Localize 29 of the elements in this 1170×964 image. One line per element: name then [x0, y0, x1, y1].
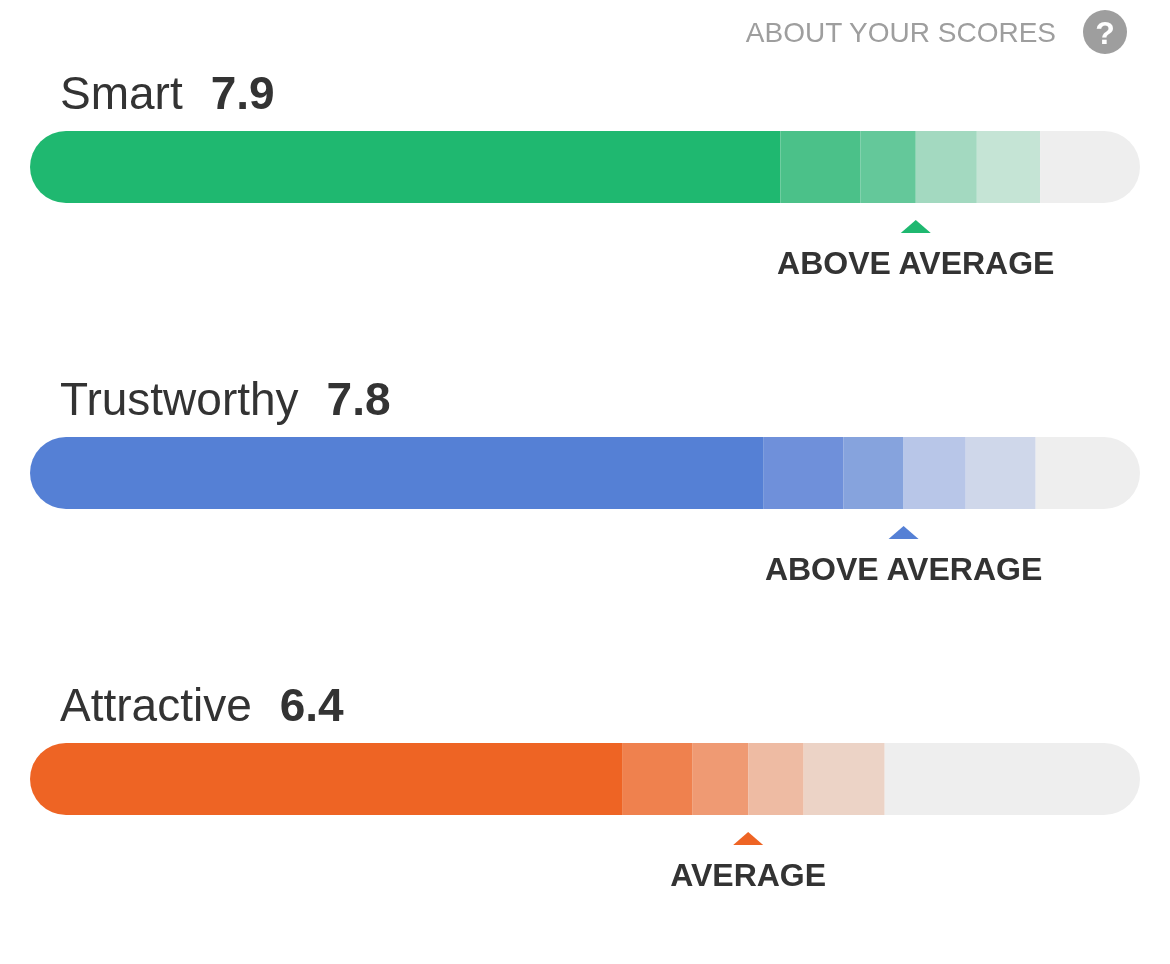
- annotation: ABOVE AVERAGE: [764, 551, 1043, 587]
- bar: [30, 131, 781, 203]
- annotation: ABOVE AVERAGE: [777, 245, 1055, 281]
- bar: [976, 131, 1041, 203]
- y-tick-label: Smart: [60, 67, 183, 119]
- annotation: ABOUT YOUR SCORES: [745, 17, 1056, 48]
- bar: [692, 743, 749, 815]
- bar: [903, 437, 966, 509]
- bar: [30, 743, 623, 815]
- annotation: 7.9: [210, 67, 275, 119]
- bar: [1040, 131, 1140, 203]
- annotation: 7.8: [326, 373, 391, 425]
- bar: [965, 437, 1036, 509]
- bar: [30, 437, 764, 509]
- bar: [780, 131, 861, 203]
- y-tick-label: Trustworthy: [60, 373, 299, 425]
- bar: [915, 131, 977, 203]
- bar: [622, 743, 693, 815]
- annotation: 6.4: [279, 679, 345, 731]
- bar: [803, 743, 885, 815]
- bar: [1035, 437, 1140, 509]
- bar: [860, 131, 916, 203]
- bar: [843, 437, 904, 509]
- bar: [748, 743, 804, 815]
- y-tick-label: Attractive: [60, 679, 252, 731]
- annotation: ?: [1095, 15, 1115, 51]
- annotation: AVERAGE: [670, 857, 827, 893]
- bar: [763, 437, 844, 509]
- bar: [884, 743, 1140, 815]
